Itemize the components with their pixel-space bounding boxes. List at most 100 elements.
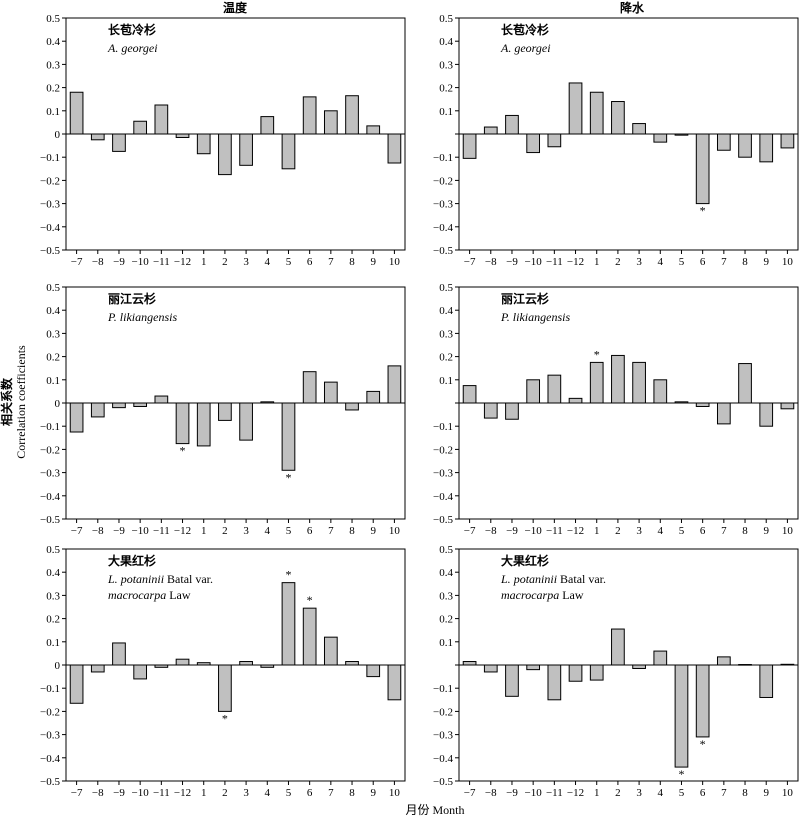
x-tick-label: 1	[594, 787, 600, 799]
species-name-cn: 大果红杉	[501, 553, 549, 568]
bar	[281, 582, 296, 666]
x-tick-label: −11	[546, 787, 563, 799]
bar	[759, 133, 774, 163]
bar	[483, 402, 498, 419]
panel-1-1: −0.5−0.4−0.3−0.2−0.10.10.20.30.40.5−7 −8−…	[433, 282, 799, 537]
bar	[218, 133, 232, 176]
bar	[462, 661, 477, 666]
x-tick-label: −7	[464, 525, 476, 537]
bar	[260, 401, 275, 404]
bar	[302, 607, 317, 666]
x-tick-label: 3	[636, 787, 642, 799]
x-tick-label: 2	[222, 256, 228, 268]
x-tick-label: 6	[700, 256, 706, 268]
y-tick-label: −0.5	[433, 776, 453, 788]
species-name-cn: 大果红杉	[108, 553, 156, 568]
y-tick-label: 0.5	[46, 544, 60, 556]
bar	[505, 664, 519, 697]
bar	[112, 642, 126, 666]
y-tick-label: 0.4	[439, 36, 453, 48]
x-tick-label: 5	[286, 525, 292, 537]
x-tick-label: −11	[546, 256, 563, 268]
bar	[196, 662, 211, 666]
bar	[154, 104, 169, 135]
species-name-latin: L. potaninii Batal var.	[500, 572, 606, 586]
x-tick-label: 7	[721, 787, 727, 799]
bar	[483, 126, 498, 135]
x-tick-label: 8	[742, 787, 748, 799]
x-tick-label: 6	[700, 525, 706, 537]
x-tick-label: 10	[389, 256, 401, 268]
x-tick-label: 7	[721, 525, 727, 537]
panel-2-0: −0.5 −0.4 −0.3 −0.2 −0.1 0 0.1 0.2 0.3 0.4 0.5 −7 −8…	[40, 544, 406, 799]
x-tick-label: 6	[307, 787, 313, 799]
bar	[462, 385, 477, 404]
x-tick-label: 7	[328, 525, 334, 537]
x-axis-title: 月份 Month	[405, 803, 464, 817]
significance-marker: *	[285, 470, 291, 484]
y-tick-label: 0.5	[46, 282, 60, 294]
bar	[196, 402, 211, 447]
bar	[387, 133, 402, 164]
x-tick-label: 5	[679, 256, 685, 268]
bar	[547, 664, 562, 701]
bar	[526, 133, 541, 154]
x-tick-label: −8	[485, 787, 497, 799]
x-tick-label: −9	[506, 525, 518, 537]
bar	[175, 658, 190, 666]
x-tick-label: −9	[113, 525, 125, 537]
x-tick-label: 1	[201, 256, 207, 268]
x-tick-label: 5	[286, 256, 292, 268]
x-tick-label: −11	[153, 256, 170, 268]
panel-0-0: −0.5 −0.4 −0.3 −0.2 −0.1 0 0.1 0.2 0.3 0.4 0.5 −7 −8…	[40, 13, 406, 268]
x-tick-label: 1	[201, 787, 207, 799]
x-tick-label: −7	[464, 256, 476, 268]
bar	[345, 661, 359, 666]
x-tick-label: 8	[742, 525, 748, 537]
bar	[674, 401, 689, 404]
bar	[780, 663, 795, 666]
x-tick-label: 10	[389, 525, 401, 537]
bar	[69, 91, 84, 135]
x-tick-label: 5	[286, 787, 292, 799]
y-tick-label: 0.5	[46, 13, 60, 25]
x-tick-label: 8	[349, 787, 355, 799]
bar	[611, 628, 625, 666]
y-tick-label: −0.5	[433, 245, 453, 257]
bar	[653, 133, 668, 143]
bar	[589, 361, 604, 404]
y-tick-label: 0.3	[46, 59, 60, 71]
y-tick-label: 0.2	[439, 352, 453, 364]
significance-marker: *	[678, 767, 684, 781]
y-tick-label: −0.3	[40, 468, 60, 480]
species-name-latin: L. potaninii Batal var.	[107, 572, 213, 586]
bar	[175, 402, 190, 445]
bar	[462, 133, 477, 159]
x-tick-label: 9	[763, 787, 769, 799]
y-tick-label: 0.3	[46, 328, 60, 340]
x-tick-label: −12	[567, 525, 584, 537]
x-tick-label: 6	[700, 787, 706, 799]
bar	[239, 402, 253, 441]
y-tick-label: 0.4	[46, 305, 60, 317]
x-tick-label: 10	[389, 787, 401, 799]
significance-marker: *	[307, 593, 313, 607]
y-tick-label: −0.4	[40, 222, 60, 234]
y-tick-label: 0.5	[439, 544, 453, 556]
x-tick-label: 6	[307, 256, 313, 268]
species-name-latin: macrocarpa Law	[501, 588, 584, 602]
bar	[738, 133, 752, 158]
panel-2-1: −0.5−0.4−0.3−0.2−0.10.10.20.30.40.5−7 −8−…	[433, 544, 799, 799]
bar	[90, 402, 105, 418]
x-tick-label: 1	[594, 256, 600, 268]
y-tick-label: −0.1	[433, 421, 453, 433]
bar	[547, 133, 562, 148]
y-tick-label: 0.2	[46, 83, 60, 95]
y-tick-label: −0.3	[433, 730, 453, 742]
bar	[154, 664, 169, 668]
x-tick-label: −10	[132, 256, 150, 268]
y-tick-label: −0.3	[40, 730, 60, 742]
species-name-latin: P. likiangensis	[500, 310, 570, 324]
bar	[133, 120, 148, 135]
y-tick-label: 0.2	[46, 614, 60, 626]
